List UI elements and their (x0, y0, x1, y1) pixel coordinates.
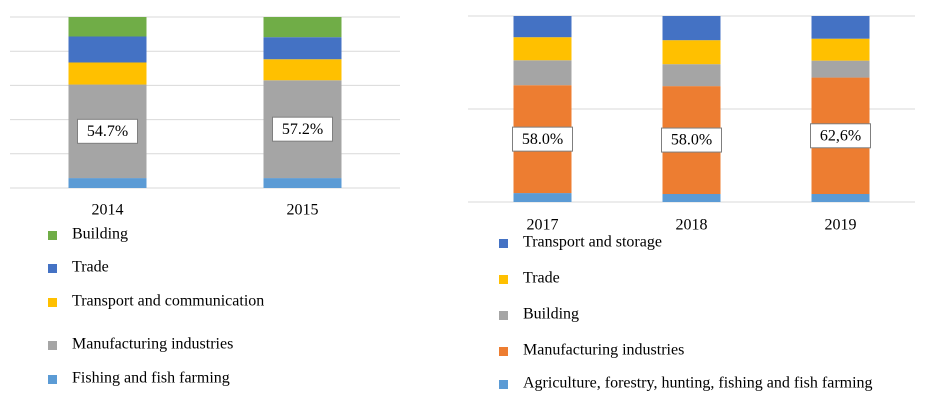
bar-segment (513, 16, 572, 38)
bar-segment (662, 16, 721, 41)
data-label-box (810, 123, 871, 149)
legend-label: Manufacturing industries (523, 342, 684, 359)
bar-segment (68, 17, 147, 37)
legend-swatch (499, 380, 508, 389)
bar-segment (68, 62, 147, 85)
bar-segment (811, 38, 870, 61)
legend-label: Trade (72, 259, 109, 276)
bar-segment (263, 17, 342, 38)
bar-segment (513, 193, 572, 202)
bar-segment (811, 16, 870, 39)
chart: 2014 54.7% 2015 57.2% Fishing and fish farmi… (10, 16, 400, 387)
data-label-box (661, 127, 722, 153)
legend-label: Manufacturing industries (72, 336, 233, 353)
legend-label: Fishing and fish farming (72, 370, 230, 387)
data-label-box (512, 126, 573, 152)
legend-swatch (499, 239, 508, 248)
chart: 2017 58.0% 2018 58.0% 2019 62,6% Agriculture, … (468, 15, 915, 392)
bar-segment (662, 40, 721, 65)
data-label: 58.0% (671, 132, 712, 149)
legend-swatch (48, 375, 57, 384)
legend-swatch (48, 341, 57, 350)
legend-label: Transport and communication (72, 293, 264, 310)
x-tick-label: 2015 (287, 202, 319, 219)
bar-segment (263, 178, 342, 188)
legend-swatch (499, 275, 508, 284)
data-label: 54.7% (87, 123, 128, 140)
bar-segment (513, 37, 572, 61)
legend-swatch (499, 311, 508, 320)
data-label: 58.0% (522, 131, 563, 148)
data-label: 62,6% (820, 127, 861, 144)
bar-segment (263, 37, 342, 60)
x-tick-label: 2014 (92, 202, 124, 219)
legend-label: Building (72, 226, 128, 243)
data-label-box (77, 118, 138, 144)
x-tick-label: 2019 (825, 217, 857, 234)
legend-swatch (48, 231, 57, 240)
x-tick-label: 2018 (676, 217, 708, 234)
bar-segment (811, 194, 870, 202)
bar-segment (68, 178, 147, 188)
legend-swatch (48, 264, 57, 273)
legend-label: Agriculture, forestry, hunting, fishing … (523, 375, 873, 392)
bar-segment (68, 36, 147, 63)
legend-swatch (499, 347, 508, 356)
data-label-box (272, 116, 333, 142)
bar-segment (513, 60, 572, 86)
data-label: 57.2% (282, 121, 323, 138)
bar-segment (263, 59, 342, 81)
x-tick-label: 2017 (527, 217, 559, 234)
bar-segment (811, 60, 870, 78)
legend-swatch (48, 298, 57, 307)
legend-label: Transport and storage (523, 234, 662, 251)
bar-segment (662, 64, 721, 87)
legend-label: Building (523, 306, 579, 323)
bar-segment (662, 194, 721, 202)
legend-label: Trade (523, 270, 560, 287)
